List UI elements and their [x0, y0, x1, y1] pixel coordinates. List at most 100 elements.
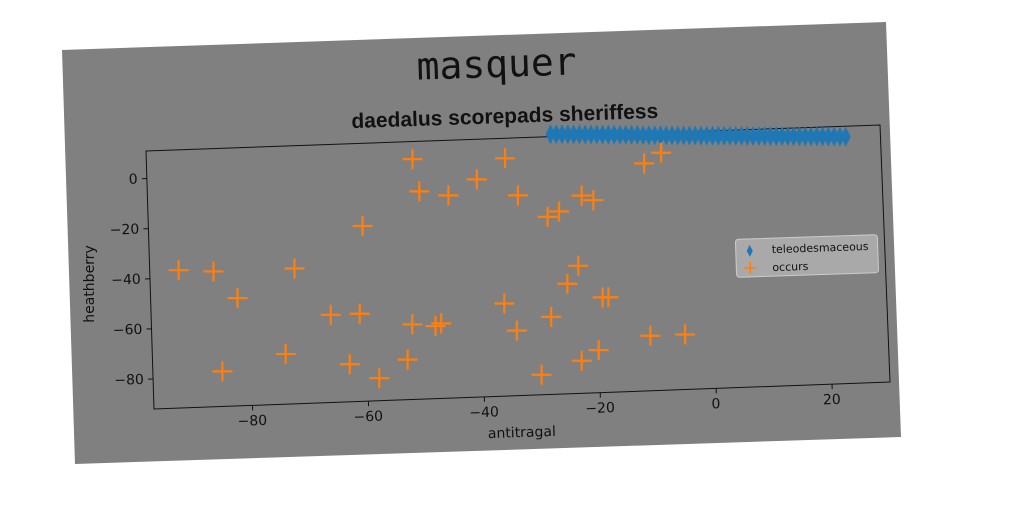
data-point — [609, 124, 620, 145]
data-point — [541, 306, 562, 327]
data-point — [800, 126, 811, 147]
data-point — [591, 124, 602, 145]
data-point — [568, 124, 579, 145]
y-tick-label: −20 — [109, 222, 139, 239]
data-point — [545, 124, 556, 145]
data-point — [632, 124, 643, 145]
data-point — [571, 350, 592, 371]
data-point — [805, 126, 816, 147]
data-point — [431, 313, 452, 334]
data-point — [759, 126, 770, 147]
data-point — [494, 293, 515, 314]
data-point — [651, 142, 672, 163]
data-point — [585, 124, 596, 145]
data-point — [782, 126, 793, 147]
data-point — [284, 258, 305, 279]
data-point — [707, 125, 718, 146]
data-point — [753, 126, 764, 147]
x-tick-label: −60 — [353, 409, 383, 426]
data-point — [598, 287, 619, 308]
data-point — [736, 125, 747, 146]
data-point — [397, 349, 418, 370]
data-point — [551, 124, 562, 145]
data-point — [531, 364, 552, 385]
data-point — [823, 126, 834, 147]
data-point — [777, 126, 788, 147]
data-point — [638, 125, 649, 146]
legend-label-occurs: occurs — [772, 260, 809, 274]
data-point — [614, 124, 625, 145]
data-point — [620, 124, 631, 145]
x-tick-label: 0 — [711, 396, 720, 412]
series-layer — [168, 124, 851, 389]
y-tick-label: −60 — [113, 322, 143, 339]
data-point — [557, 124, 568, 145]
y-tick-label: −40 — [111, 272, 141, 289]
data-point — [409, 181, 430, 202]
data-point — [713, 125, 724, 146]
series-occurs — [168, 142, 696, 389]
data-point — [811, 126, 822, 147]
data-point — [506, 320, 527, 341]
legend: teleodesmaceous occurs — [734, 234, 879, 278]
data-point — [695, 125, 706, 146]
data-point — [742, 125, 753, 146]
x-tick-label: −40 — [469, 404, 499, 421]
data-point — [320, 304, 341, 325]
data-point — [537, 206, 558, 227]
data-point — [667, 125, 678, 146]
y-tick-label: 0 — [129, 172, 138, 188]
series-teleodesmaceous — [545, 124, 851, 147]
data-point — [597, 124, 608, 145]
y-tick-label: −80 — [114, 372, 144, 389]
data-point — [203, 261, 224, 282]
data-point — [690, 125, 701, 146]
data-point — [275, 344, 296, 365]
legend-box — [734, 234, 879, 278]
legend-label-teleodesmaceous: teleodesmaceous — [772, 240, 869, 256]
data-point — [634, 153, 655, 174]
data-point — [626, 124, 637, 145]
data-point — [557, 273, 578, 294]
data-point — [834, 126, 845, 147]
x-tick-label: 20 — [823, 392, 841, 409]
data-point — [788, 126, 799, 147]
data-point — [212, 361, 233, 382]
data-point — [352, 215, 373, 236]
data-point — [719, 125, 730, 146]
data-point — [730, 125, 741, 146]
legend-marker-teleodesmaceous — [746, 244, 753, 257]
data-point — [588, 340, 609, 361]
data-point — [583, 190, 604, 211]
data-point — [649, 125, 660, 146]
data-point — [661, 125, 672, 146]
x-tick-label: −20 — [585, 400, 615, 417]
data-point — [678, 125, 689, 146]
data-point — [672, 125, 683, 146]
data-point — [402, 314, 423, 335]
data-point — [794, 126, 805, 147]
data-point — [568, 255, 589, 276]
data-point — [724, 125, 735, 146]
data-point — [580, 124, 591, 145]
data-point — [549, 201, 570, 222]
data-point — [817, 126, 828, 147]
x-axis-ticks: −80 −60 −40 −20 0 20 — [237, 384, 841, 430]
x-tick-label: −80 — [237, 413, 267, 430]
data-point — [571, 185, 592, 206]
data-point — [227, 288, 248, 309]
data-point — [684, 125, 695, 146]
figure-suptitle: masquer — [416, 39, 578, 88]
data-point — [402, 149, 423, 170]
data-point — [655, 125, 666, 146]
legend-marker-occurs — [744, 261, 757, 274]
data-point — [507, 185, 528, 206]
data-point — [603, 124, 614, 145]
data-point — [643, 125, 654, 146]
data-point — [765, 126, 776, 147]
y-axis-label: heathberry — [82, 245, 98, 322]
data-point — [574, 124, 585, 145]
data-point — [168, 260, 189, 281]
data-point — [466, 169, 487, 190]
